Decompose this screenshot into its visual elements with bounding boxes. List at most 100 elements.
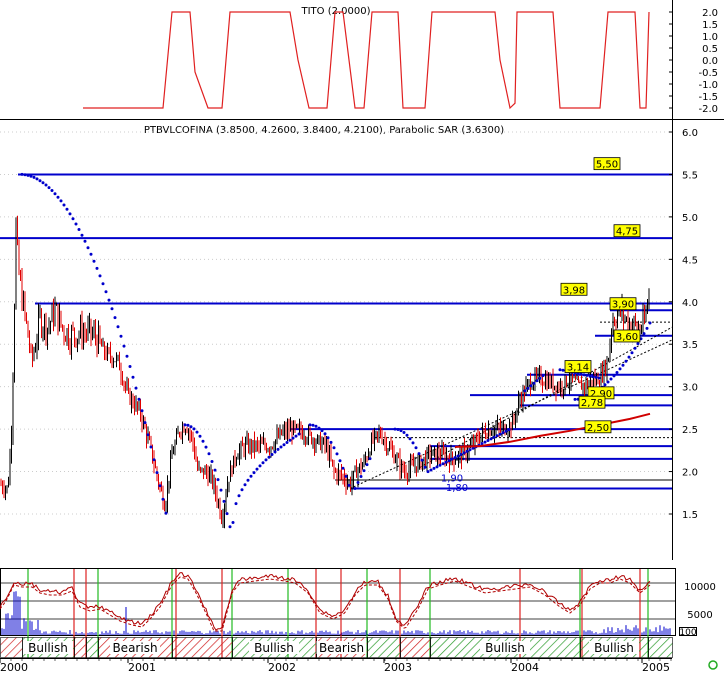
sar-dot bbox=[98, 274, 102, 278]
sar-dot bbox=[523, 389, 527, 393]
sar-dot bbox=[32, 175, 36, 179]
level-label-box bbox=[584, 420, 612, 434]
price-tick-label: 3.0 bbox=[682, 383, 698, 394]
sar-dot bbox=[110, 307, 114, 311]
regime-label: Bullish bbox=[254, 641, 294, 655]
sar-dot bbox=[606, 380, 610, 384]
sar-dot bbox=[468, 448, 472, 452]
sar-dot bbox=[282, 443, 286, 447]
level-label: 3,90 bbox=[612, 300, 634, 311]
tito-tick-label: -1.5 bbox=[698, 92, 718, 103]
sar-dot bbox=[92, 259, 96, 263]
tito-tick-label: 1.5 bbox=[702, 20, 718, 31]
regime-label: Bullish bbox=[594, 641, 634, 655]
volume-unit-box bbox=[679, 627, 697, 636]
sar-dot bbox=[353, 487, 357, 490]
price-panel: PTBVLCOFINA (3.8500, 4.2600, 3.8400, 4.2… bbox=[0, 119, 724, 560]
sar-dot bbox=[35, 177, 39, 181]
bullish-band bbox=[367, 637, 401, 658]
sar-dot bbox=[579, 372, 583, 376]
sar-dot bbox=[603, 383, 607, 387]
x-tick-label: 2004 bbox=[511, 661, 539, 674]
sar-dot bbox=[131, 375, 135, 379]
sar-dot bbox=[326, 436, 330, 440]
bullish-band bbox=[648, 637, 673, 658]
sar-dot bbox=[80, 233, 84, 237]
sar-dot bbox=[359, 475, 363, 478]
sar-dot bbox=[642, 332, 646, 336]
sar-dot bbox=[231, 521, 235, 524]
sar-dot bbox=[192, 427, 196, 431]
sar-dot bbox=[621, 363, 625, 367]
bearish-band bbox=[74, 637, 87, 658]
sar-dot bbox=[116, 325, 120, 329]
sar-dot bbox=[618, 367, 622, 371]
sar-dot bbox=[588, 374, 592, 378]
sar-dot bbox=[285, 441, 289, 444]
volume-axis: 10000 5000 100 bbox=[679, 582, 716, 638]
price-grid bbox=[0, 131, 672, 515]
regime-label-bg bbox=[110, 641, 160, 654]
volume-frame bbox=[0, 568, 676, 636]
sar-dot bbox=[591, 375, 595, 379]
sar-dot bbox=[323, 432, 327, 436]
sar-dot bbox=[365, 463, 369, 467]
sar-dot bbox=[122, 344, 126, 348]
tito-tick-label: 0.5 bbox=[702, 44, 718, 55]
sar-dot bbox=[291, 436, 295, 440]
tito-tick-label: 0.0 bbox=[702, 56, 718, 67]
sar-dot bbox=[444, 460, 448, 464]
level-label: 4,75 bbox=[616, 227, 638, 238]
sar-dot bbox=[243, 483, 247, 487]
sar-dot bbox=[273, 450, 277, 454]
x-tick-label: 2005 bbox=[642, 661, 670, 674]
sar-dot bbox=[393, 427, 397, 431]
sar-dot bbox=[143, 421, 147, 425]
sar-dot bbox=[53, 192, 57, 196]
sar-dot bbox=[402, 431, 406, 434]
sar-dot bbox=[29, 174, 33, 178]
sar-dot bbox=[161, 497, 165, 501]
sar-dot bbox=[495, 434, 499, 438]
settings-circle-icon[interactable] bbox=[708, 660, 718, 670]
sar-dot bbox=[462, 451, 466, 455]
sar-dot bbox=[186, 423, 190, 427]
sar-dot bbox=[249, 474, 253, 478]
oscillator-line bbox=[0, 572, 651, 631]
sar-dot bbox=[207, 452, 211, 456]
level-label: 3,98 bbox=[563, 285, 585, 296]
sar-dot bbox=[435, 465, 439, 469]
sar-dot bbox=[65, 207, 69, 211]
sar-dot bbox=[44, 183, 48, 187]
sar-dot bbox=[450, 457, 454, 461]
tito-panel: TITO (2.0000) 2.01.51.00.50.0-0.5-1.0-1.… bbox=[83, 0, 718, 119]
sar-dot bbox=[405, 433, 409, 437]
price-tick-label: 3.5 bbox=[682, 340, 698, 351]
sar-dot bbox=[426, 470, 430, 474]
sar-dot bbox=[507, 428, 511, 432]
price-tick-label: 6.0 bbox=[682, 128, 698, 139]
sar-dot bbox=[438, 463, 442, 467]
level-label-box bbox=[578, 395, 606, 409]
price-bars bbox=[0, 215, 650, 529]
sar-dot bbox=[246, 478, 250, 482]
sar-dot bbox=[270, 453, 274, 456]
sar-dot bbox=[71, 217, 75, 221]
sar-dot bbox=[47, 186, 51, 190]
sar-dot bbox=[198, 434, 202, 438]
sar-dot bbox=[308, 423, 312, 427]
sar-dot bbox=[38, 179, 42, 183]
price-tick-label: 1.5 bbox=[682, 510, 698, 521]
sar-dot bbox=[594, 375, 598, 379]
sar-dot bbox=[486, 439, 490, 442]
regime-label-bg bbox=[249, 641, 299, 654]
sar-dot bbox=[74, 222, 78, 226]
trend-line bbox=[419, 326, 673, 468]
sar-dot bbox=[480, 442, 484, 446]
sar-dot bbox=[420, 458, 424, 462]
regime-label: Bullish bbox=[28, 641, 68, 655]
volume-bars bbox=[1, 591, 671, 635]
sar-dot bbox=[558, 368, 562, 372]
sar-dot bbox=[288, 438, 292, 442]
